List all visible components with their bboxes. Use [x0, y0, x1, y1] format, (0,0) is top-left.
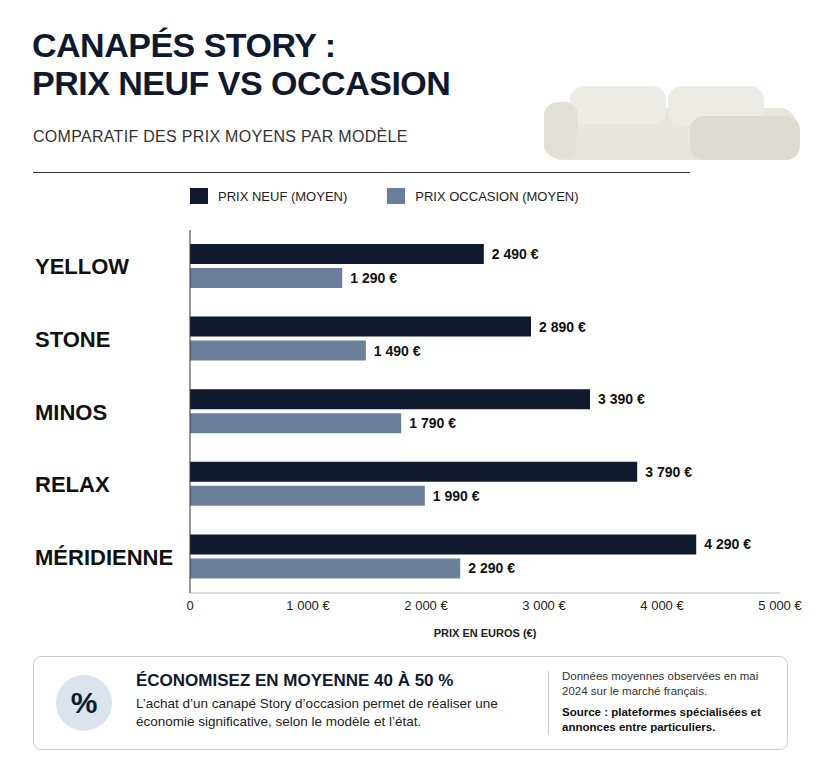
- html-text:ÉCONOMISEZ EN MOYENNE 40 À 50: ÉCONOMISEZ EN MOYENNE 40 À 50 %: [136, 671, 454, 690]
- svg-text:RELAX: RELAX: [35, 472, 110, 497]
- svg-text:4 000 €: 4 000 €: [640, 598, 684, 613]
- html-text:CANAPÉS STORY : PRIX NEUF VS O: CANAPÉS STORY : PRIX NEUF VS OCCASION: [32, 26, 451, 103]
- html-text:PRIX NEUF (MOYEN): PRIX NEUF (MOYEN): [218, 188, 348, 204]
- svg-text:1 790 €: 1 790 €: [409, 415, 456, 431]
- svg-text:PRIX EN EUROS (€): PRIX EN EUROS (€): [434, 627, 537, 639]
- svg-text:2 890 €: 2 890 €: [539, 319, 586, 335]
- svg-text:YELLOW: YELLOW: [35, 254, 129, 279]
- svg-text:1 990 €: 1 990 €: [433, 488, 480, 504]
- svg-text:2 490 €: 2 490 €: [492, 246, 539, 262]
- svg-text:MÉRIDIENNE: MÉRIDIENNE: [35, 545, 173, 570]
- svg-text:1 490 €: 1 490 €: [374, 343, 421, 359]
- svg-text:1 290 €: 1 290 €: [350, 270, 397, 286]
- html-text:Source : plateformes spécialis: Source : plateformes spécialisées et ann…: [562, 705, 761, 733]
- svg-text:2 290 €: 2 290 €: [468, 560, 515, 576]
- svg-text:0: 0: [186, 598, 193, 613]
- svg-text:MINOS: MINOS: [35, 400, 107, 425]
- svg-text:2 000 €: 2 000 €: [404, 598, 448, 613]
- html-text:COMPARATIF DES PRIX MOYENS PAR: COMPARATIF DES PRIX MOYENS PAR MODÈLE: [33, 128, 408, 145]
- svg-text:STONE: STONE: [35, 327, 110, 352]
- svg-text:3 000 €: 3 000 €: [522, 598, 566, 613]
- html-text:PRIX OCCASION (MOYEN): PRIX OCCASION (MOYEN): [415, 188, 579, 204]
- svg-text:3 790 €: 3 790 €: [645, 464, 692, 480]
- svg-text:4 290 €: 4 290 €: [704, 536, 751, 552]
- html-text:Données moyennes observées en: Données moyennes observées en mai 2024 s…: [562, 670, 759, 697]
- svg-text:3 390 €: 3 390 €: [598, 391, 645, 407]
- svg-text:1 000 €: 1 000 €: [286, 598, 330, 613]
- html-text:L’achat d’un canapé Story d’oc: L’achat d’un canapé Story d’occasion per…: [136, 696, 498, 729]
- svg-text:5 000 €: 5 000 €: [758, 598, 802, 613]
